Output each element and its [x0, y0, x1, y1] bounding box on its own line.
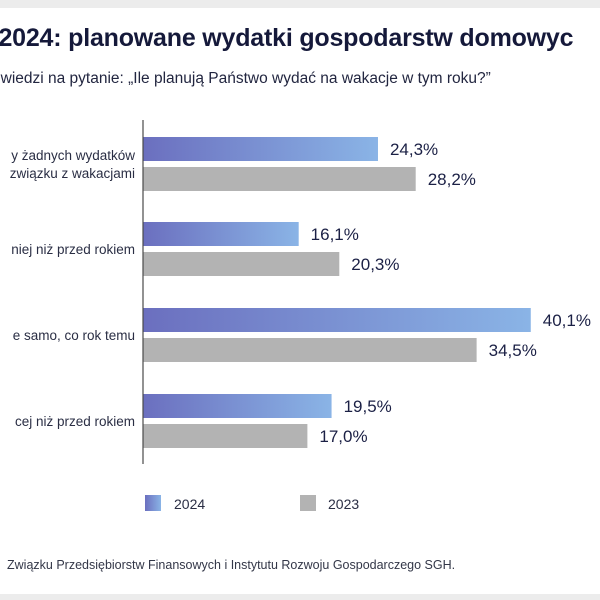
bar-2023-cat-3 [143, 424, 308, 448]
bar-2024-cat-0 [143, 137, 378, 161]
value-label-2024-cat-2: 40,1% [543, 311, 591, 330]
bar-2023-cat-1 [143, 252, 340, 276]
chart-title: e 2024: planowane wydatki gospodarstw do… [0, 24, 574, 52]
value-label-2023-cat-2: 34,5% [489, 341, 537, 360]
category-label-1-line-0: niej niż przed rokiem [11, 242, 135, 257]
chart-subtitle: owiedzi na pytanie: „Ile planują Państwo… [0, 70, 491, 87]
value-label-2024-cat-3: 19,5% [344, 397, 392, 416]
legend: 2024 2023 [145, 495, 359, 512]
source-note: Związku Przedsiębiorstw Finansowych i In… [7, 558, 456, 572]
value-label-2024-cat-1: 16,1% [311, 225, 359, 244]
category-label-0-line-0: y żadnych wydatków [11, 148, 135, 163]
category-label-3-line-0: cej niż przed rokiem [15, 414, 135, 429]
value-label-2023-cat-1: 20,3% [351, 255, 399, 274]
bar-2024-cat-2 [143, 308, 531, 332]
top-frame-band [0, 0, 600, 8]
category-labels-group: y żadnych wydatków związku z wakacjami nie… [10, 148, 136, 429]
value-label-2024-cat-0: 24,3% [390, 140, 438, 159]
bottom-frame-band [0, 594, 600, 600]
bars-group: 24,3% 28,2% 16,1% 20,3% 40,1% 34,5% 19,5% 17,0% [143, 137, 591, 448]
legend-swatch-2024 [145, 495, 161, 511]
value-label-2023-cat-0: 28,2% [428, 170, 476, 189]
legend-label-2024: 2024 [174, 496, 205, 512]
bar-2023-cat-0 [143, 167, 416, 191]
legend-label-2023: 2023 [328, 496, 359, 512]
bar-2023-cat-2 [143, 338, 477, 362]
category-label-0-line-1: związku z wakacjami [10, 166, 135, 181]
value-label-2023-cat-3: 17,0% [319, 427, 367, 446]
category-label-2-line-0: e samo, co rok temu [13, 328, 135, 343]
legend-swatch-2023 [300, 495, 316, 511]
bar-2024-cat-1 [143, 222, 299, 246]
bar-2024-cat-3 [143, 394, 332, 418]
